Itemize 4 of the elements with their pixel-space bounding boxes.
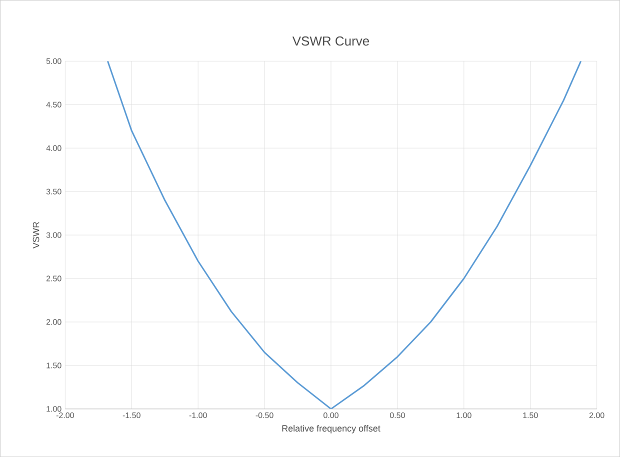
line-series [106, 61, 582, 409]
y-axis-title: VSWR [32, 222, 40, 248]
chart-title: VSWR Curve [292, 36, 370, 46]
x-axis-title: Relative frequency offset [282, 424, 380, 434]
